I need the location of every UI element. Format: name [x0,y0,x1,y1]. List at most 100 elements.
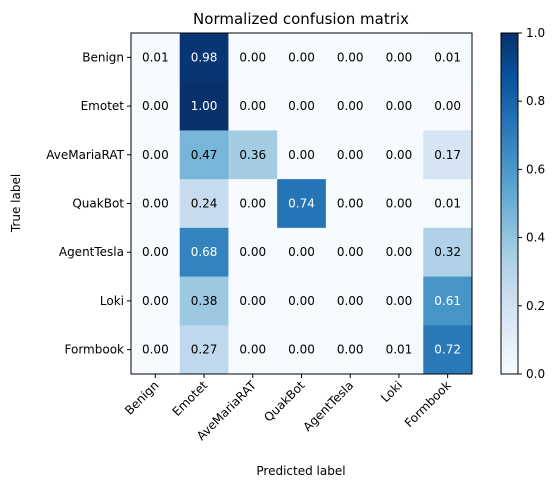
cell-value-label: 0.68 [191,245,218,259]
heatmap-cell [423,227,473,278]
cell-value-label: 0.00 [239,343,266,357]
heatmap-cell [325,227,376,278]
heatmap-cell [423,276,473,326]
x-tick-label: Formbook [402,378,454,430]
cell-value-label: 0.01 [386,343,413,357]
heatmap-cell [228,33,278,83]
heatmap-cell [277,325,327,375]
cell-value-label: 0.72 [434,343,461,357]
cell-value-label: 0.00 [386,294,413,308]
heatmap-cell [374,81,424,131]
cell-value-label: 0.00 [386,197,413,211]
cell-value-label: 0.00 [386,148,413,162]
cell-value-label: 0.00 [386,99,413,113]
colorbar [500,32,519,375]
chart-title: Normalized confusion matrix [193,10,409,28]
cell-value-label: 0.00 [142,245,169,259]
heatmap-cell [374,325,424,375]
heatmap-cell [325,81,376,131]
cell-value-label: 0.00 [337,294,364,308]
heatmap-cell [277,227,327,278]
cell-value-label: 0.00 [288,148,315,162]
y-tick-label: AveMariaRAT [46,148,124,162]
cell-value-label: 0.00 [337,50,364,64]
cell-value-label: 0.00 [142,343,169,357]
colorbar-tick-label: 0.2 [526,299,545,313]
cell-value-label: 0.00 [288,50,315,64]
heatmap-cell [131,179,181,229]
cell-value-label: 0.00 [239,99,266,113]
cell-value-label: 0.00 [142,294,169,308]
heatmap-cell [131,33,181,83]
colorbar-tick-label: 0.8 [526,94,545,108]
heatmap-cell [277,81,327,131]
x-tick-label: Loki [378,378,405,405]
heatmap-cell [179,33,229,83]
heatmap-cell [374,130,424,180]
heatmap-cell [228,325,278,375]
x-tick-label: Emotet [170,378,211,419]
cell-value-label: 0.00 [239,294,266,308]
cell-value-label: 0.38 [191,294,218,308]
y-axis-label: True label [9,174,23,233]
cell-value-label: 1.00 [191,99,218,113]
colorbar-tick-label: 0.6 [526,162,545,176]
cell-value-label: 0.00 [337,343,364,357]
heatmap-cell-labels: 0.01 0.98 0.00 0.00 0.00 0.00 0.01 0.00 1.00 0.00… [142,50,461,356]
cell-value-label: 0.00 [434,99,461,113]
heatmap-cell [179,179,229,229]
heatmap-cell [131,227,181,278]
heatmap-cell [179,276,229,326]
heatmap-cell [325,325,376,375]
cell-value-label: 0.00 [386,245,413,259]
cell-value-label: 0.01 [142,50,169,64]
cell-value-label: 0.01 [434,197,461,211]
cell-value-label: 0.00 [142,99,169,113]
y-tick-label: Formbook [65,343,125,357]
heatmap-cell [131,276,181,326]
heatmap-cell [423,33,473,83]
y-tick-label: QuakBot [72,197,124,211]
y-tick-label: AgentTesla [59,245,124,259]
heatmap-cells [131,33,473,375]
cell-value-label: 0.01 [434,50,461,64]
heatmap-cell [325,130,376,180]
heatmap-cell [277,179,327,229]
colorbar-tick-label: 1.0 [526,26,545,40]
heatmap-cell [179,325,229,375]
cell-value-label: 0.00 [288,245,315,259]
heatmap-cell [228,179,278,229]
colorbar-ticks: 0.0 0.2 0.4 0.6 0.8 1.0 [518,26,545,381]
y-tick-label: Benign [82,50,124,64]
cell-value-label: 0.00 [386,50,413,64]
heatmap-cell [374,33,424,83]
heatmap-cell [131,325,181,375]
cell-value-label: 0.00 [288,99,315,113]
heatmap-cell [325,276,376,326]
heatmap-cell [325,33,376,83]
heatmap-cell [423,325,473,375]
cell-value-label: 0.00 [288,294,315,308]
heatmap-cell [374,179,424,229]
heatmap-cell [131,130,181,180]
heatmap-cell [423,81,473,131]
heatmap-cell [277,33,327,83]
heatmap-cell [423,130,473,180]
cell-value-label: 0.00 [239,245,266,259]
cell-value-label: 0.00 [337,197,364,211]
cell-value-label: 0.61 [434,294,461,308]
cell-value-label: 0.00 [142,148,169,162]
heatmap-cell [228,276,278,326]
heatmap-cell [228,130,278,180]
y-tick-label: Loki [100,294,124,308]
heatmap-cell [179,130,229,180]
y-tick-label: Emotet [81,99,125,113]
x-tick-label: QuakBot [261,378,308,425]
heatmap-cell [423,179,473,229]
cell-value-label: 0.00 [337,245,364,259]
heatmap-cell [374,227,424,278]
cell-value-label: 0.00 [142,197,169,211]
cell-value-label: 0.24 [191,197,218,211]
cell-value-label: 0.00 [239,50,266,64]
